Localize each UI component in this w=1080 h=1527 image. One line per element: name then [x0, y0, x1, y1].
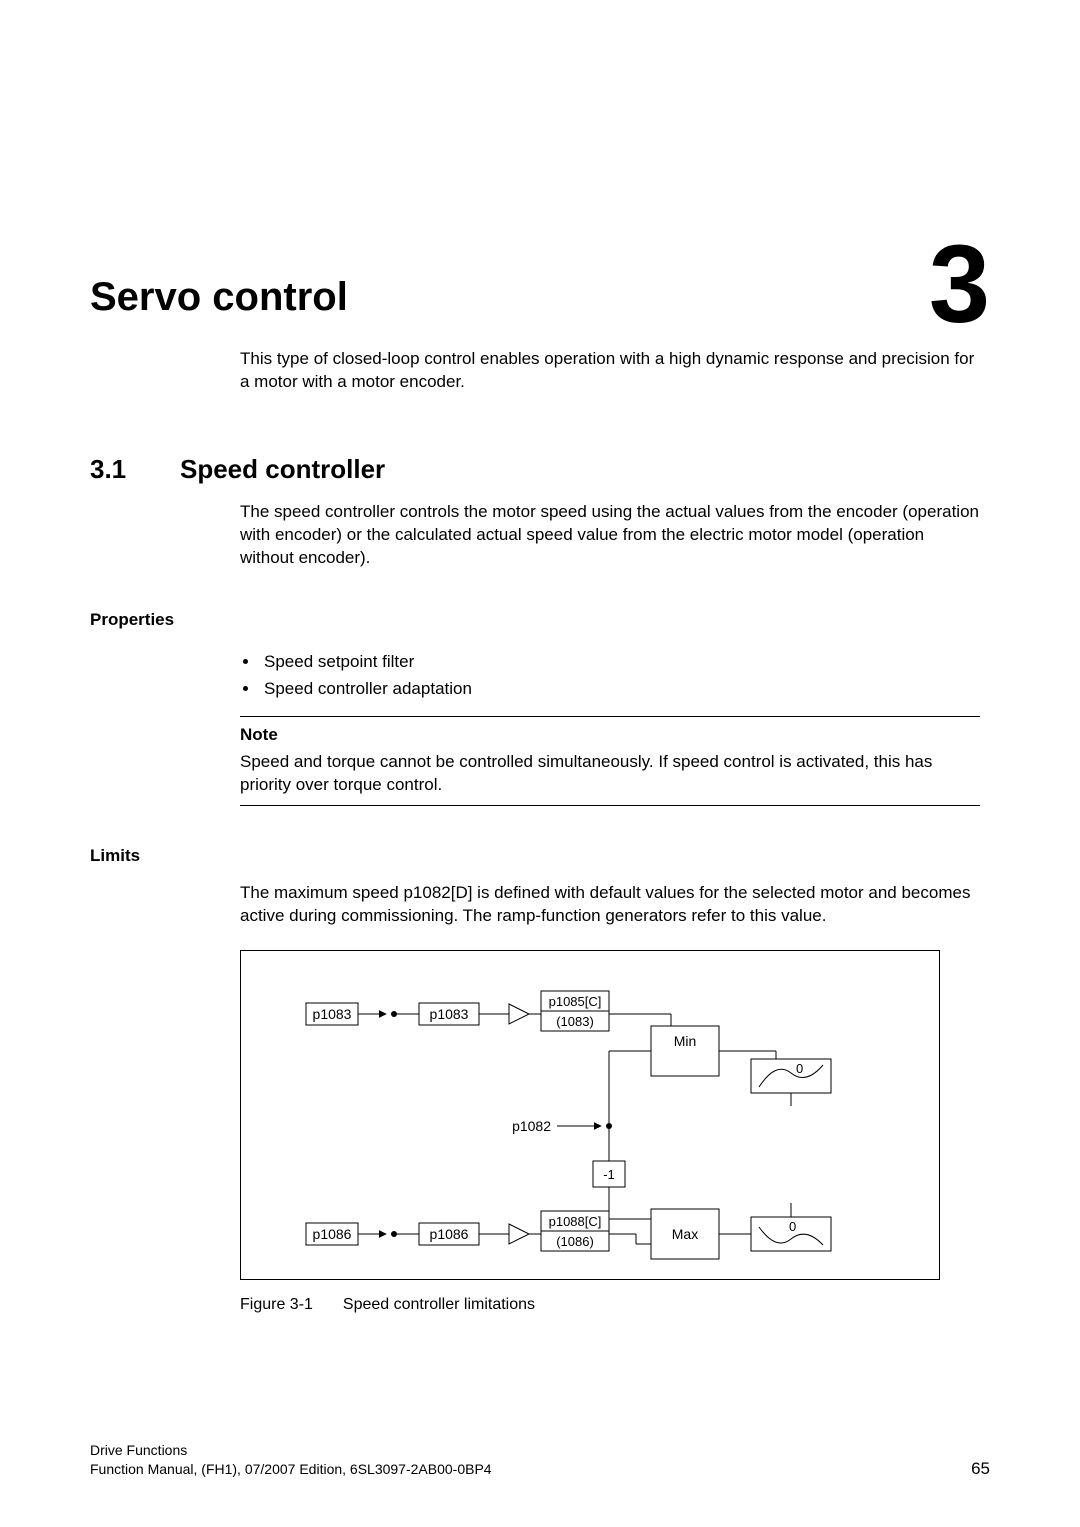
figure-caption-num: Figure 3-1 — [240, 1296, 313, 1314]
label-p1083-in: p1083 — [313, 1006, 352, 1022]
section-title: Speed controller — [180, 454, 385, 485]
rule-top — [240, 716, 980, 717]
list-item: Speed setpoint filter — [260, 648, 990, 675]
section-number: 3.1 — [90, 454, 180, 485]
label-p1085c: p1085[C] — [549, 994, 602, 1009]
page-footer: Drive Functions Function Manual, (FH1), … — [90, 1441, 990, 1479]
figure-box: p1083 p1083 p1085[C] (1083) — [240, 950, 940, 1280]
label-p1083-box: p1083 — [430, 1006, 469, 1022]
note-text: Speed and torque cannot be controlled si… — [240, 751, 980, 797]
page: Servo control 3 This type of closed-loop… — [0, 0, 1080, 1527]
label-max: Max — [672, 1226, 698, 1242]
label-zero2: 0 — [789, 1219, 796, 1234]
chapter-header: Servo control 3 — [90, 210, 990, 330]
chapter-number: 3 — [929, 230, 990, 340]
note-label: Note — [240, 725, 980, 745]
figure-caption: Figure 3-1 Speed controller limitations — [240, 1296, 990, 1314]
note-block: Note Speed and torque cannot be controll… — [240, 716, 980, 806]
footer-page-number: 65 — [971, 1459, 990, 1479]
label-p1088c: p1088[C] — [549, 1214, 602, 1229]
section-body-text: The speed controller controls the motor … — [240, 501, 980, 570]
label-r1086: (1086) — [556, 1234, 594, 1249]
label-p1086-in: p1086 — [313, 1226, 352, 1242]
footer-left: Drive Functions Function Manual, (FH1), … — [90, 1441, 492, 1479]
figure-svg: p1083 p1083 p1085[C] (1083) — [241, 951, 941, 1281]
figure-caption-text: Speed controller limitations — [343, 1296, 535, 1314]
label-zero1: 0 — [796, 1061, 803, 1076]
properties-heading: Properties — [90, 610, 990, 630]
label-p1086-box: p1086 — [430, 1226, 469, 1242]
footer-line2: Function Manual, (FH1), 07/2007 Edition,… — [90, 1460, 492, 1479]
list-item: Speed controller adaptation — [260, 675, 990, 702]
label-neg1: -1 — [603, 1167, 615, 1182]
chapter-title: Servo control — [90, 275, 348, 320]
figure-wrap: p1083 p1083 p1085[C] (1083) — [240, 950, 990, 1314]
label-min: Min — [674, 1033, 697, 1049]
label-r1083: (1083) — [556, 1014, 594, 1029]
rule-bottom — [240, 805, 980, 806]
label-p1082: p1082 — [512, 1118, 551, 1134]
limits-heading: Limits — [90, 846, 990, 866]
section-header: 3.1 Speed controller — [90, 454, 990, 485]
limits-text: The maximum speed p1082[D] is defined wi… — [240, 882, 980, 928]
footer-line1: Drive Functions — [90, 1441, 492, 1460]
properties-list: Speed setpoint filter Speed controller a… — [260, 648, 990, 702]
chapter-intro-text: This type of closed-loop control enables… — [240, 348, 980, 394]
